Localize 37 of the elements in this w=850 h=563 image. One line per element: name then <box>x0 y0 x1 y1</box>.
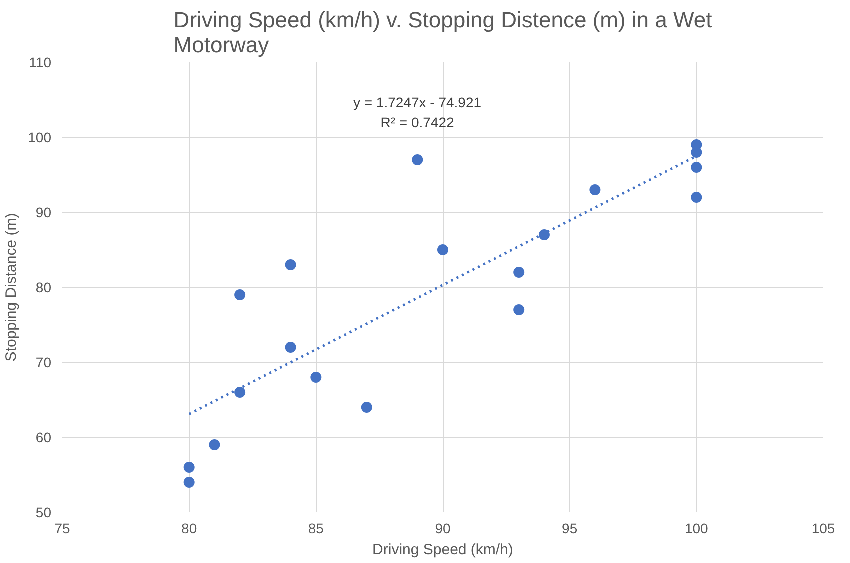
point <box>285 342 296 353</box>
point <box>234 290 246 300</box>
x-tick-label: 75 <box>54 520 70 536</box>
x-tick-label: 100 <box>684 520 709 536</box>
point <box>361 402 372 413</box>
y-tick-label: 110 <box>29 54 52 70</box>
point <box>514 304 525 316</box>
x-tick-label: 90 <box>435 520 451 536</box>
point <box>691 192 702 203</box>
point <box>691 162 702 173</box>
annotation: y = 1.7247x - 74.921 <box>353 94 482 110</box>
point <box>184 462 195 473</box>
point <box>412 154 424 166</box>
y-tick-label: 50 <box>36 504 52 520</box>
point <box>691 147 702 158</box>
annotation: R² = 0.7422 <box>380 114 454 130</box>
point <box>234 387 246 398</box>
y-tick-label: 100 <box>28 130 52 146</box>
y-tick-label: 70 <box>36 354 52 370</box>
y-axis-title: Stopping Distance (m) <box>3 213 20 362</box>
x-tick-label: 80 <box>182 520 198 536</box>
point <box>590 184 601 196</box>
x-tick-label: 95 <box>562 520 578 536</box>
y-tick-label: 80 <box>36 280 52 296</box>
y-tick-label: 60 <box>36 430 52 446</box>
x-tick-label: 105 <box>812 520 836 536</box>
point <box>209 440 220 450</box>
x-tick-label: 85 <box>308 520 324 536</box>
point <box>184 477 195 488</box>
point <box>514 267 525 278</box>
point <box>285 260 296 270</box>
x-axis-title: Driving Speed (km/h) <box>372 542 514 558</box>
point <box>310 372 322 383</box>
point <box>538 230 550 240</box>
y-tick-label: 90 <box>36 204 52 220</box>
point <box>438 244 448 256</box>
chart-title: Driving Speed (km/h) v. Stopping Distence (m) in a Wet Motorway <box>174 8 712 58</box>
